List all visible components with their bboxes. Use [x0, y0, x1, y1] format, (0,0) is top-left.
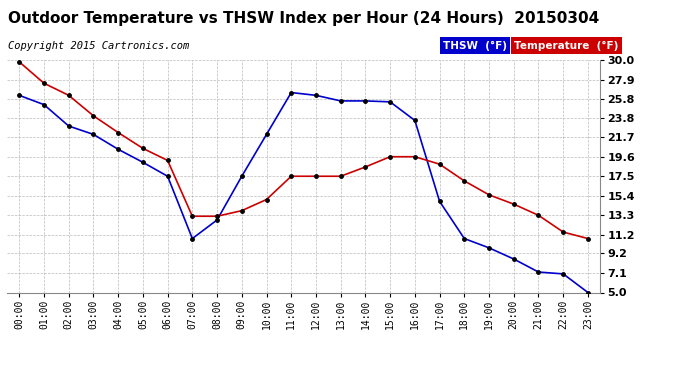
Text: Outdoor Temperature vs THSW Index per Hour (24 Hours)  20150304: Outdoor Temperature vs THSW Index per Ho…: [8, 11, 599, 26]
Text: THSW  (°F): THSW (°F): [443, 40, 507, 51]
Text: Copyright 2015 Cartronics.com: Copyright 2015 Cartronics.com: [8, 41, 189, 51]
Text: Temperature  (°F): Temperature (°F): [514, 40, 619, 51]
